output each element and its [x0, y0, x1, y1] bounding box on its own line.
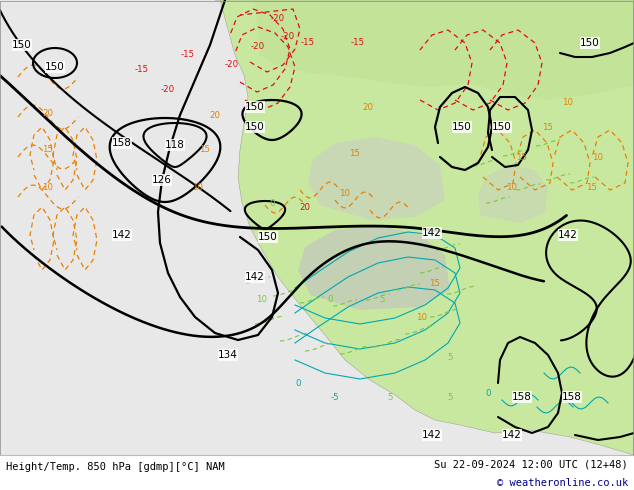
Text: 0: 0 — [485, 389, 491, 397]
Text: -15: -15 — [135, 66, 149, 74]
Polygon shape — [255, 0, 634, 100]
Text: -20: -20 — [271, 15, 285, 24]
Text: 20: 20 — [299, 202, 311, 212]
Text: -15: -15 — [351, 39, 365, 48]
Text: 15: 15 — [429, 278, 441, 288]
Text: 142: 142 — [422, 430, 442, 440]
Polygon shape — [298, 225, 450, 310]
Text: 20: 20 — [209, 111, 221, 120]
Text: 142: 142 — [245, 272, 265, 282]
Text: 20: 20 — [363, 102, 373, 112]
Polygon shape — [478, 165, 548, 223]
Bar — [0, 455, 634, 490]
Text: Su 22-09-2024 12:00 UTC (12+48): Su 22-09-2024 12:00 UTC (12+48) — [434, 460, 628, 470]
Text: 5: 5 — [387, 392, 392, 401]
Text: 158: 158 — [562, 392, 582, 402]
Text: 142: 142 — [558, 230, 578, 240]
Text: 10: 10 — [562, 98, 574, 107]
Text: -5: -5 — [331, 392, 339, 401]
Text: 5: 5 — [447, 352, 453, 362]
Text: 142: 142 — [422, 228, 442, 238]
Text: 0: 0 — [295, 378, 301, 388]
Text: 150: 150 — [452, 122, 472, 132]
Text: 126: 126 — [152, 175, 172, 185]
Text: 150: 150 — [258, 232, 278, 242]
Text: -20: -20 — [225, 60, 239, 70]
Text: -20: -20 — [281, 32, 295, 42]
Text: 10: 10 — [339, 189, 351, 197]
Text: Height/Temp. 850 hPa [gdmp][°C] NAM: Height/Temp. 850 hPa [gdmp][°C] NAM — [6, 462, 224, 472]
Text: 10: 10 — [593, 152, 604, 162]
Text: © weatheronline.co.uk: © weatheronline.co.uk — [497, 478, 628, 488]
Text: 150: 150 — [245, 122, 265, 132]
Polygon shape — [308, 137, 445, 220]
Text: 15: 15 — [517, 152, 527, 162]
Text: 10: 10 — [507, 182, 517, 192]
Text: 158: 158 — [112, 138, 132, 148]
Text: 142: 142 — [112, 230, 132, 240]
Text: -15: -15 — [301, 39, 315, 48]
Text: 15: 15 — [349, 148, 361, 157]
Text: 134: 134 — [218, 350, 238, 360]
Text: 150: 150 — [12, 40, 32, 50]
Text: -20: -20 — [161, 85, 175, 95]
Text: 0: 0 — [327, 295, 333, 304]
Text: 15: 15 — [200, 146, 210, 154]
Text: 0: 0 — [269, 198, 275, 207]
Text: 10: 10 — [257, 295, 268, 304]
Text: 20: 20 — [42, 108, 53, 118]
Text: 118: 118 — [165, 140, 185, 150]
Text: -20: -20 — [251, 43, 265, 51]
Text: 150: 150 — [45, 62, 65, 72]
Text: 15: 15 — [42, 146, 53, 154]
Text: 15: 15 — [586, 182, 597, 192]
Text: 150: 150 — [492, 122, 512, 132]
Text: -15: -15 — [181, 50, 195, 59]
Text: 150: 150 — [245, 102, 265, 112]
Text: 5: 5 — [447, 392, 453, 401]
Polygon shape — [215, 0, 634, 455]
Text: 10: 10 — [417, 313, 427, 321]
Text: 10: 10 — [42, 182, 53, 192]
Text: 142: 142 — [502, 430, 522, 440]
Text: 15: 15 — [543, 122, 553, 131]
Text: 158: 158 — [512, 392, 532, 402]
Text: 5: 5 — [379, 295, 385, 304]
Text: 150: 150 — [580, 38, 600, 48]
Text: 10: 10 — [193, 182, 204, 192]
